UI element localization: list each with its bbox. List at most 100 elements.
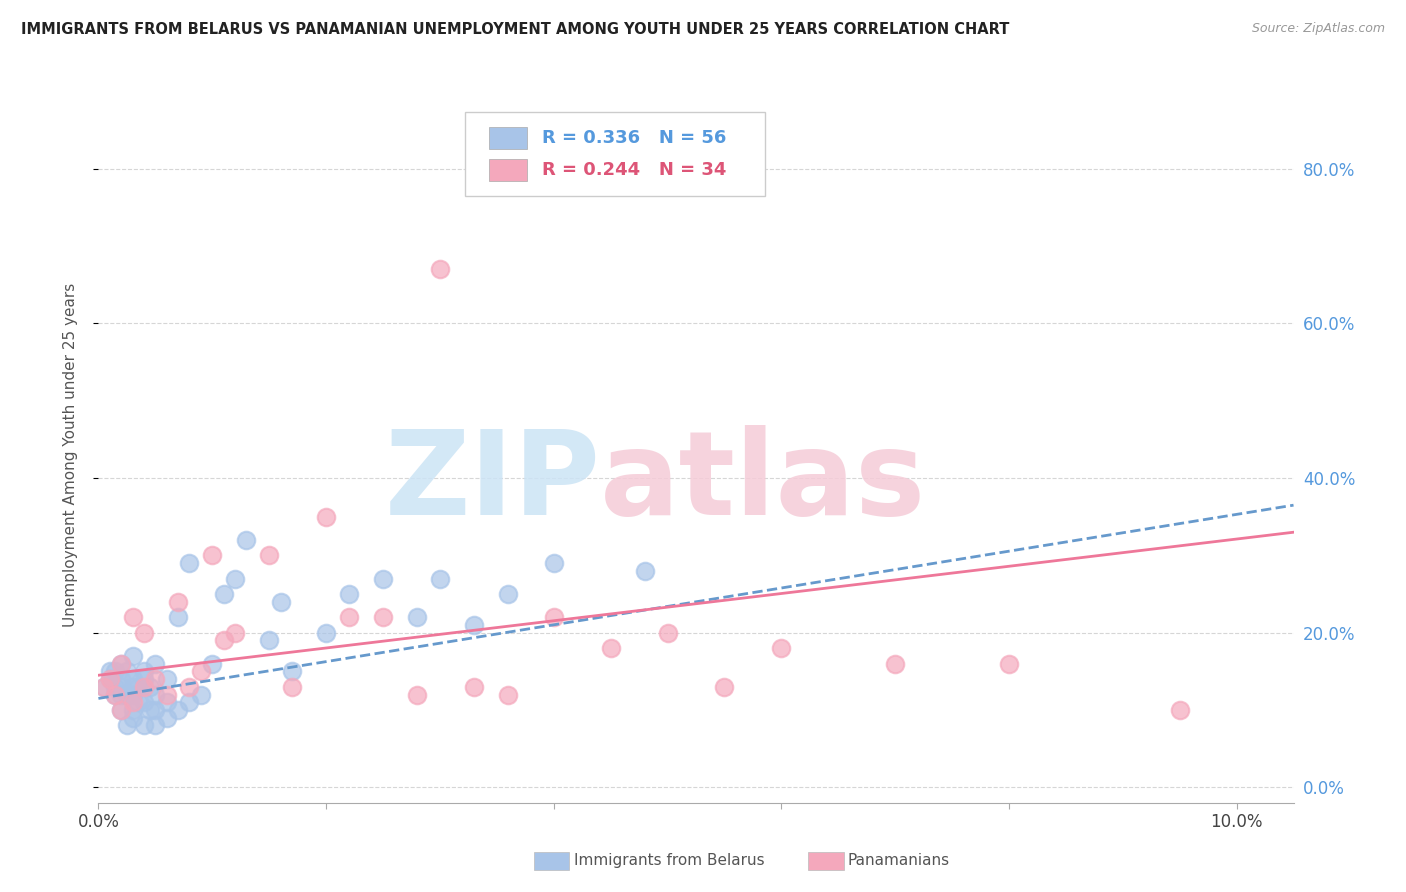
Point <box>121 711 143 725</box>
Point <box>110 703 132 717</box>
Point <box>121 695 143 709</box>
Point <box>132 672 155 686</box>
Point <box>235 533 257 547</box>
Text: atlas: atlas <box>600 425 927 541</box>
Point <box>429 262 451 277</box>
Text: IMMIGRANTS FROM BELARUS VS PANAMANIAN UNEMPLOYMENT AMONG YOUTH UNDER 25 YEARS CO: IMMIGRANTS FROM BELARUS VS PANAMANIAN UN… <box>21 22 1010 37</box>
FancyBboxPatch shape <box>465 112 765 196</box>
Point <box>132 680 155 694</box>
Point <box>315 625 337 640</box>
Point <box>167 610 190 624</box>
Point <box>115 665 138 679</box>
Point <box>121 672 143 686</box>
Point <box>143 688 166 702</box>
Point <box>156 695 179 709</box>
Text: Source: ZipAtlas.com: Source: ZipAtlas.com <box>1251 22 1385 36</box>
Point <box>143 718 166 732</box>
Point <box>104 688 127 702</box>
Text: ZIP: ZIP <box>384 425 600 541</box>
Point <box>599 641 621 656</box>
Point <box>998 657 1021 671</box>
Point <box>93 680 115 694</box>
Point <box>132 665 155 679</box>
Point <box>104 688 127 702</box>
Point <box>257 549 280 563</box>
Point <box>429 572 451 586</box>
Point <box>121 648 143 663</box>
Point <box>281 680 304 694</box>
Point <box>121 688 143 702</box>
Point <box>463 618 485 632</box>
Point <box>190 688 212 702</box>
Point <box>167 703 190 717</box>
Point <box>281 665 304 679</box>
Point <box>406 610 429 624</box>
Point <box>337 587 360 601</box>
Point <box>138 680 160 694</box>
Point <box>179 556 201 570</box>
Point <box>543 556 565 570</box>
Point <box>138 703 160 717</box>
Point <box>98 672 121 686</box>
Y-axis label: Unemployment Among Youth under 25 years: Unemployment Among Youth under 25 years <box>63 283 77 627</box>
Point <box>634 564 657 578</box>
Point <box>657 625 679 640</box>
Point <box>127 695 149 709</box>
Point <box>110 657 132 671</box>
Point <box>270 595 292 609</box>
Point <box>121 703 143 717</box>
Point <box>201 657 224 671</box>
Point <box>121 680 143 694</box>
Point <box>167 595 190 609</box>
FancyBboxPatch shape <box>489 159 527 181</box>
Point <box>98 672 121 686</box>
Point <box>132 695 155 709</box>
Point <box>770 641 793 656</box>
Text: R = 0.244   N = 34: R = 0.244 N = 34 <box>541 161 725 178</box>
Point <box>156 672 179 686</box>
Point <box>224 625 246 640</box>
Point <box>110 672 132 686</box>
Point <box>190 665 212 679</box>
Point <box>156 688 179 702</box>
Point <box>315 509 337 524</box>
Point <box>143 672 166 686</box>
Point <box>212 633 235 648</box>
Point <box>110 657 132 671</box>
Point <box>156 711 179 725</box>
Point <box>98 665 121 679</box>
Text: Immigrants from Belarus: Immigrants from Belarus <box>574 854 765 868</box>
Point <box>110 680 132 694</box>
Point <box>132 718 155 732</box>
Point <box>104 680 127 694</box>
Point <box>371 572 394 586</box>
Point <box>110 703 132 717</box>
Point <box>884 657 907 671</box>
Point <box>143 703 166 717</box>
Point <box>543 610 565 624</box>
Point <box>143 657 166 671</box>
Point <box>121 610 143 624</box>
Point <box>496 587 519 601</box>
FancyBboxPatch shape <box>489 128 527 150</box>
Point <box>337 610 360 624</box>
Point <box>132 625 155 640</box>
Point <box>496 688 519 702</box>
Point <box>257 633 280 648</box>
Point <box>224 572 246 586</box>
Point <box>179 680 201 694</box>
Point <box>179 695 201 709</box>
Point <box>201 549 224 563</box>
Point <box>463 680 485 694</box>
Point <box>713 680 735 694</box>
Point <box>406 688 429 702</box>
Text: Panamanians: Panamanians <box>848 854 950 868</box>
Point <box>115 718 138 732</box>
Point <box>115 688 138 702</box>
Point <box>1168 703 1191 717</box>
Text: R = 0.336   N = 56: R = 0.336 N = 56 <box>541 129 725 147</box>
Point <box>127 680 149 694</box>
Point <box>371 610 394 624</box>
Point <box>212 587 235 601</box>
Point <box>110 688 132 702</box>
